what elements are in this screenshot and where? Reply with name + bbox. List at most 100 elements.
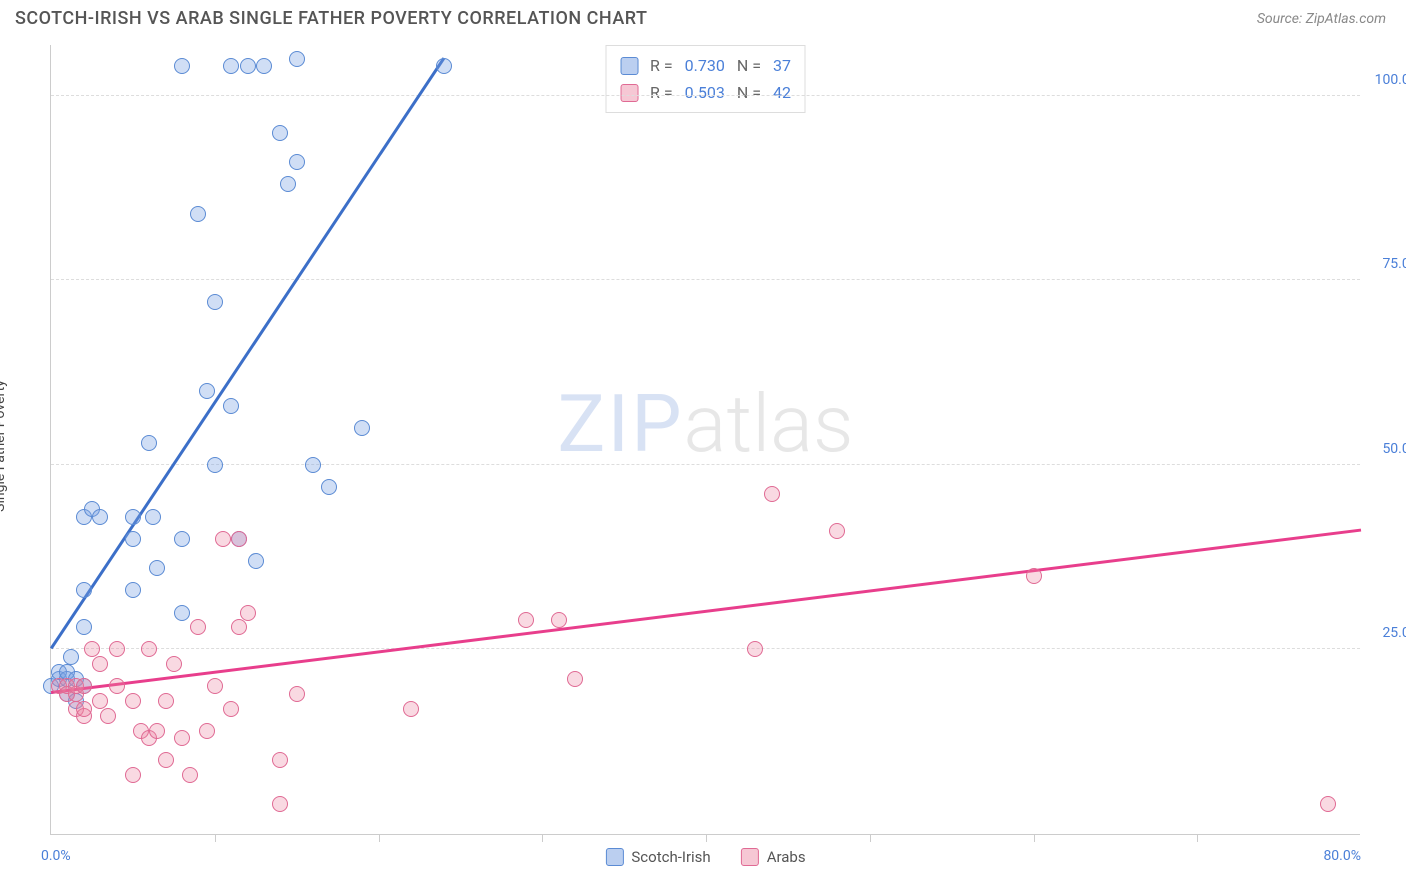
gridline-h xyxy=(51,464,1360,465)
data-point xyxy=(158,693,174,709)
data-point xyxy=(207,678,223,694)
xtick xyxy=(706,834,707,842)
data-point xyxy=(207,457,223,473)
data-point xyxy=(100,708,116,724)
data-point xyxy=(280,176,296,192)
legend-series: Scotch-Irish Arabs xyxy=(605,848,805,866)
data-point xyxy=(272,125,288,141)
y-axis-label: Single Father Poverty xyxy=(0,380,8,512)
data-point xyxy=(207,294,223,310)
ytick-label: 100.0% xyxy=(1365,72,1406,88)
data-point xyxy=(764,486,780,502)
legend-stats-row: R = 0.730 N = 37 xyxy=(620,52,791,79)
data-point xyxy=(125,509,141,525)
xtick-label-origin: 0.0% xyxy=(41,848,71,864)
data-point xyxy=(174,730,190,746)
legend-stats-row: R = 0.503 N = 42 xyxy=(620,79,791,106)
data-point xyxy=(76,701,92,717)
watermark-atlas: atlas xyxy=(684,377,854,471)
data-point xyxy=(199,383,215,399)
data-point xyxy=(305,457,321,473)
legend-swatch-arabs xyxy=(741,848,759,866)
data-point xyxy=(289,686,305,702)
data-point xyxy=(223,58,239,74)
legend-stats-box: R = 0.730 N = 37 R = 0.503 N = 42 xyxy=(605,45,806,113)
data-point xyxy=(76,619,92,635)
plot-area: ZIPatlas R = 0.730 N = 37 R = 0.503 N = … xyxy=(50,45,1360,835)
data-point xyxy=(76,582,92,598)
data-point xyxy=(223,701,239,717)
data-point xyxy=(567,671,583,687)
n-value-scotch-irish: 37 xyxy=(773,52,791,79)
data-point xyxy=(109,678,125,694)
data-point xyxy=(174,58,190,74)
data-point xyxy=(403,701,419,717)
data-point xyxy=(149,560,165,576)
source-label: Source: xyxy=(1257,11,1302,27)
xtick-label-end: 80.0% xyxy=(1323,848,1361,864)
data-point xyxy=(231,531,247,547)
data-point xyxy=(1320,796,1336,812)
ytick-label: 25.0% xyxy=(1365,625,1406,641)
data-point xyxy=(84,641,100,657)
data-point xyxy=(182,767,198,783)
data-point xyxy=(149,723,165,739)
xtick xyxy=(1034,834,1035,842)
data-point xyxy=(76,678,92,694)
data-point xyxy=(240,58,256,74)
data-point xyxy=(145,509,161,525)
data-point xyxy=(551,612,567,628)
data-point xyxy=(92,509,108,525)
r-label: R = xyxy=(650,79,673,106)
data-point xyxy=(223,398,239,414)
data-point xyxy=(166,656,182,672)
xtick xyxy=(870,834,871,842)
legend-label-scotch-irish: Scotch-Irish xyxy=(631,848,710,866)
gridline-h xyxy=(51,95,1360,96)
data-point xyxy=(63,649,79,665)
xtick xyxy=(215,834,216,842)
watermark: ZIPatlas xyxy=(557,377,853,471)
data-point xyxy=(141,435,157,451)
xtick xyxy=(542,834,543,842)
legend-item-scotch-irish: Scotch-Irish xyxy=(605,848,710,866)
data-point xyxy=(436,58,452,74)
xtick xyxy=(379,834,380,842)
data-point xyxy=(125,582,141,598)
data-point xyxy=(92,656,108,672)
data-point xyxy=(190,206,206,222)
data-point xyxy=(125,767,141,783)
r-value-arabs: 0.503 xyxy=(685,79,725,106)
legend-label-arabs: Arabs xyxy=(767,848,806,866)
data-point xyxy=(174,605,190,621)
legend-item-arabs: Arabs xyxy=(741,848,806,866)
xtick xyxy=(1197,834,1198,842)
chart-header: SCOTCH-IRISH VS ARAB SINGLE FATHER POVER… xyxy=(0,0,1406,37)
gridline-h xyxy=(51,648,1360,649)
data-point xyxy=(272,752,288,768)
data-point xyxy=(125,693,141,709)
chart-title: SCOTCH-IRISH VS ARAB SINGLE FATHER POVER… xyxy=(15,8,647,29)
data-point xyxy=(141,641,157,657)
data-point xyxy=(272,796,288,812)
data-point xyxy=(518,612,534,628)
ytick-label: 50.0% xyxy=(1365,441,1406,457)
legend-swatch-arabs xyxy=(620,84,638,102)
r-label: R = xyxy=(650,52,673,79)
data-point xyxy=(256,58,272,74)
data-point xyxy=(829,523,845,539)
data-point xyxy=(199,723,215,739)
data-point xyxy=(92,693,108,709)
data-point xyxy=(240,605,256,621)
legend-swatch-scotch-irish xyxy=(605,848,623,866)
chart-container: SCOTCH-IRISH VS ARAB SINGLE FATHER POVER… xyxy=(0,0,1406,892)
data-point xyxy=(289,51,305,67)
data-point xyxy=(1026,568,1042,584)
gridline-h xyxy=(51,279,1360,280)
data-point xyxy=(158,752,174,768)
data-point xyxy=(231,619,247,635)
data-point xyxy=(248,553,264,569)
ytick-label: 75.0% xyxy=(1365,256,1406,272)
legend-swatch-scotch-irish xyxy=(620,57,638,75)
n-value-arabs: 42 xyxy=(773,79,791,106)
